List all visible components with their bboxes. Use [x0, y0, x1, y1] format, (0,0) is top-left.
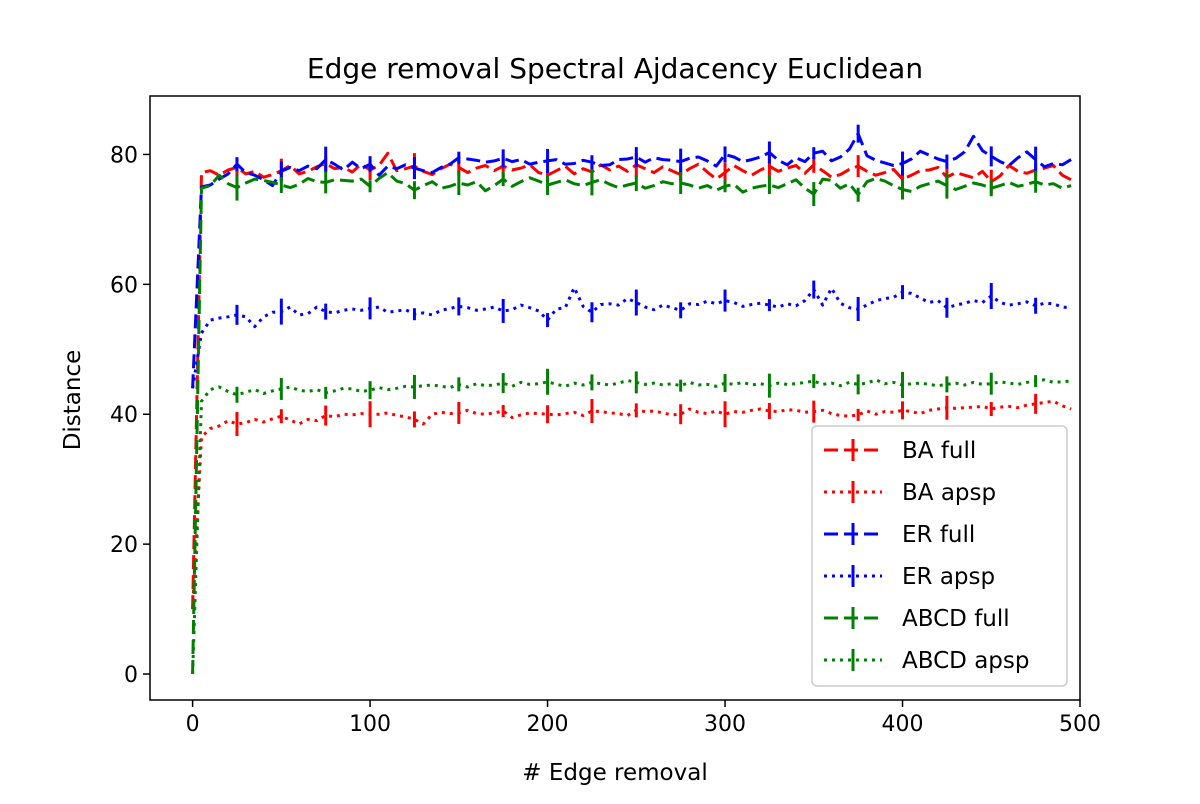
legend-label: BA full [902, 438, 976, 464]
y-axis-label: Distance [60, 350, 86, 451]
series-abcd-apsp [191, 368, 1072, 675]
legend-item: BA full [824, 438, 976, 464]
legend-item: ABCD full [824, 606, 1010, 632]
y-tick-label: 60 [110, 273, 138, 298]
x-tick-label: 0 [186, 712, 200, 737]
series-line [191, 132, 1072, 389]
chart-title: Edge removal Spectral Ajdacency Euclidea… [307, 52, 923, 85]
plot-frame [149, 95, 1081, 701]
series-abcd-full [191, 169, 1072, 675]
y-tick-label: 40 [110, 403, 138, 428]
axes-layer: 0 100 200 300 400 500 0 20 40 60 80 [110, 143, 1101, 737]
series-line [191, 286, 1072, 389]
legend-box [811, 425, 1068, 687]
series-ba-apsp [191, 393, 1072, 610]
legend-item: BA apsp [824, 480, 996, 506]
series-line [191, 171, 1072, 675]
legend-item: ER full [824, 522, 975, 548]
series-line [191, 399, 1072, 610]
x-axis-label: # Edge removal [522, 760, 707, 786]
x-tick-label: 200 [527, 712, 569, 737]
series-er-apsp [191, 280, 1072, 389]
series-er-full [191, 124, 1072, 389]
legend-label: ABCD full [902, 606, 1010, 632]
legend-label: ABCD apsp [902, 648, 1029, 674]
x-tick-label: 300 [704, 712, 746, 737]
x-tick-label: 100 [349, 712, 391, 737]
y-tick-label: 0 [124, 663, 138, 688]
x-tick-label: 500 [1059, 712, 1101, 737]
legend: BA full BA apsp ER full ER apsp ABCD full ABC… [811, 425, 1068, 687]
legend-item: ER apsp [824, 564, 995, 590]
legend-label: ER full [902, 522, 975, 548]
series-line [191, 378, 1072, 675]
series-layer [191, 124, 1072, 675]
legend-label: BA apsp [902, 480, 996, 506]
y-tick-label: 80 [110, 143, 138, 168]
x-tick-label: 400 [882, 712, 924, 737]
legend-label: ER apsp [902, 564, 995, 590]
y-tick-label: 20 [110, 533, 138, 558]
legend-item: ABCD apsp [824, 648, 1029, 674]
